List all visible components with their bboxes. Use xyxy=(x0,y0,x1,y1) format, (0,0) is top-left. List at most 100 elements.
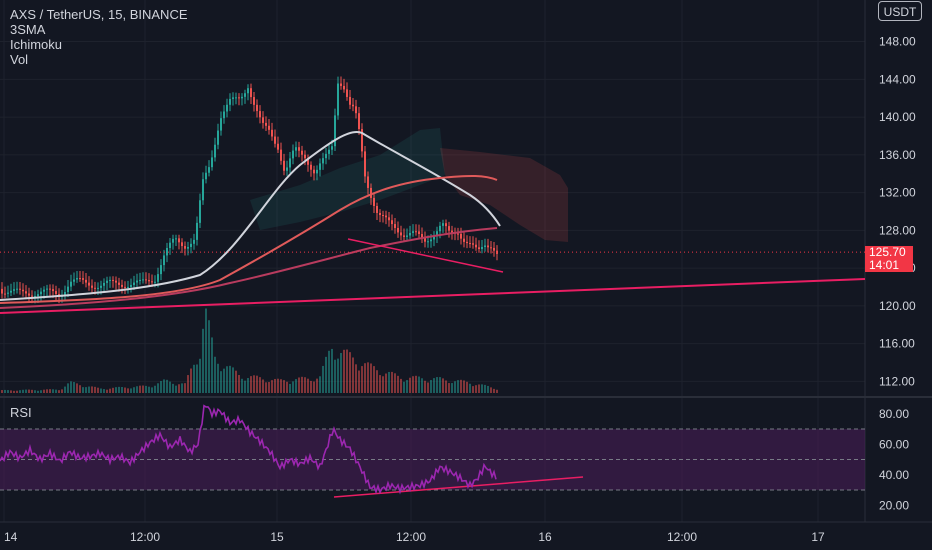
volume-bar xyxy=(469,383,471,393)
candle-body xyxy=(295,147,297,151)
volume-bar xyxy=(430,380,432,393)
volume-bar xyxy=(109,388,111,393)
volume-bar xyxy=(349,352,351,393)
time-tick-label: 14 xyxy=(4,530,18,544)
candle-body xyxy=(277,143,279,150)
volume-bar xyxy=(268,382,270,393)
volume-bar xyxy=(253,375,255,393)
candle-body xyxy=(172,238,174,243)
currency-button[interactable]: USDT xyxy=(878,1,922,21)
volume-bar xyxy=(454,381,456,393)
volume-bar xyxy=(220,371,222,393)
symbol-title[interactable]: AXS / TetherUS, 15, BINANCE xyxy=(10,7,188,22)
volume-bar xyxy=(406,380,408,393)
candle-body xyxy=(238,97,240,99)
volume-bar xyxy=(214,356,216,393)
candle-body xyxy=(19,288,21,290)
candle-body xyxy=(373,197,375,206)
candle-body xyxy=(130,284,132,287)
candle-body xyxy=(136,280,138,283)
volume-bar xyxy=(187,375,189,393)
volume-bar xyxy=(322,365,324,393)
candle-body xyxy=(214,144,216,158)
candle-body xyxy=(196,222,198,240)
volume-bar xyxy=(388,371,390,393)
candle-body xyxy=(472,243,474,245)
volume-bar xyxy=(313,381,315,393)
volume-bar xyxy=(292,381,294,393)
volume-bar xyxy=(22,389,24,393)
volume-bar xyxy=(76,383,78,393)
candle-body xyxy=(385,215,387,218)
candle-body xyxy=(424,237,426,242)
volume-bar xyxy=(262,379,264,393)
candle-body xyxy=(16,288,18,290)
candle-body xyxy=(208,167,210,173)
rsi-bands xyxy=(0,428,865,491)
last-price-value: 125.70 xyxy=(869,245,906,259)
support-trendline xyxy=(0,278,866,314)
volume-bar xyxy=(235,370,237,393)
candle-body xyxy=(493,247,495,251)
volume-bar xyxy=(412,376,414,393)
volume-bar xyxy=(211,337,213,393)
candle-body xyxy=(340,83,342,86)
volume-bar xyxy=(379,375,381,393)
volume-bar xyxy=(247,378,249,393)
candle-body xyxy=(28,293,30,296)
volume-bar xyxy=(217,363,219,393)
volume-bar xyxy=(193,364,195,393)
rsi-label[interactable]: RSI xyxy=(10,405,32,420)
candle-body xyxy=(166,248,168,256)
volume-bar xyxy=(40,390,42,393)
volume-bar xyxy=(148,386,150,393)
candle-body xyxy=(412,231,414,233)
candle-body xyxy=(352,104,354,107)
indicator-ichimoku[interactable]: Ichimoku xyxy=(10,37,63,52)
indicator-vol[interactable]: Vol xyxy=(10,52,29,67)
candle-body xyxy=(280,149,282,161)
volume-bar xyxy=(232,367,234,393)
candle-body xyxy=(145,279,147,281)
candle-body xyxy=(376,205,378,213)
volume-bar xyxy=(184,383,186,393)
candle-body xyxy=(169,242,171,249)
time-tick-label: 12:00 xyxy=(667,530,697,544)
candle-body xyxy=(73,279,75,282)
volume-bar xyxy=(385,373,387,393)
volume-bar xyxy=(472,386,474,393)
candle-body xyxy=(247,88,249,94)
volume-bar xyxy=(106,389,108,393)
candle-body xyxy=(265,122,267,126)
volume-bar xyxy=(196,364,198,393)
volume-bar xyxy=(445,380,447,393)
price-tick-label: 132.00 xyxy=(879,186,916,200)
volume-bar xyxy=(175,385,177,393)
volume-bar xyxy=(55,389,57,393)
volume-bar xyxy=(424,380,426,393)
volume-bar xyxy=(85,387,87,393)
indicator-sma[interactable]: 3SMA xyxy=(10,22,46,37)
volume-bar xyxy=(94,386,96,393)
candle-body xyxy=(241,96,243,99)
candle-body xyxy=(205,172,207,180)
volume-bar xyxy=(166,379,168,393)
volume-bar xyxy=(97,387,99,393)
candle-body xyxy=(223,111,225,119)
candle-body xyxy=(67,286,69,293)
volume-bar xyxy=(304,377,306,393)
sma-slow-line xyxy=(0,227,498,309)
candle-body xyxy=(331,146,333,150)
volume-bar xyxy=(238,375,240,393)
volume-bar xyxy=(1,390,3,393)
candle-body xyxy=(307,158,309,165)
candle-body xyxy=(325,153,327,159)
candle-body xyxy=(103,282,105,286)
candle-body xyxy=(382,215,384,217)
candle-body xyxy=(256,104,258,112)
volume-bar xyxy=(478,384,480,393)
candle-body xyxy=(370,187,372,198)
volume-bar xyxy=(124,387,126,393)
